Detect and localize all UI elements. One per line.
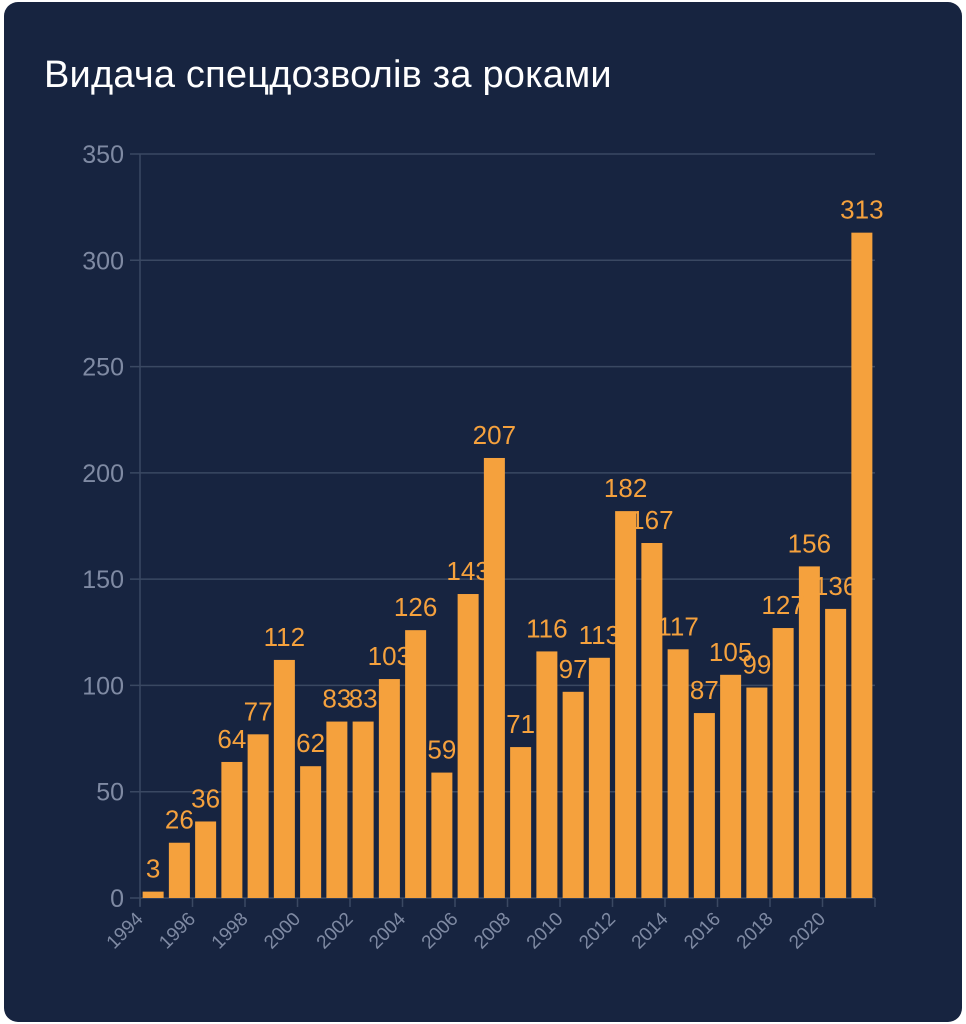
bar bbox=[720, 674, 742, 898]
data-label: 99 bbox=[742, 650, 771, 680]
data-label: 97 bbox=[559, 654, 588, 684]
bar bbox=[352, 721, 374, 898]
bar bbox=[273, 659, 295, 898]
data-label: 143 bbox=[446, 556, 489, 586]
y-tick-label: 250 bbox=[82, 354, 124, 382]
bar bbox=[221, 761, 243, 898]
x-tick-label: 2020 bbox=[785, 909, 830, 954]
bar-layer bbox=[142, 232, 873, 898]
data-label: 127 bbox=[761, 590, 804, 620]
y-tick-label: 50 bbox=[96, 779, 124, 807]
x-tick-label: 2000 bbox=[260, 909, 305, 954]
data-label: 126 bbox=[394, 592, 437, 622]
y-tick-label: 300 bbox=[82, 247, 124, 275]
bar bbox=[562, 691, 584, 898]
data-label: 207 bbox=[473, 420, 516, 450]
bar bbox=[300, 766, 322, 898]
x-tick-label: 1994 bbox=[103, 908, 148, 953]
bar bbox=[825, 608, 847, 898]
bar bbox=[326, 721, 348, 898]
bar bbox=[142, 891, 164, 898]
y-tick-label: 100 bbox=[82, 672, 124, 700]
bar bbox=[168, 842, 190, 898]
x-tick-label: 2008 bbox=[470, 909, 515, 954]
bar bbox=[195, 821, 217, 898]
data-label: 26 bbox=[165, 805, 194, 835]
bar bbox=[510, 747, 532, 898]
data-label: 71 bbox=[506, 709, 535, 739]
x-tick-label: 1996 bbox=[155, 909, 200, 954]
x-tick-label: 2010 bbox=[523, 909, 568, 954]
data-label: 182 bbox=[604, 473, 647, 503]
data-label: 113 bbox=[579, 620, 620, 650]
bar bbox=[247, 734, 269, 898]
data-label: 59 bbox=[427, 735, 456, 765]
data-label: 62 bbox=[296, 728, 325, 758]
bar bbox=[378, 679, 400, 898]
x-tick-label: 2012 bbox=[575, 909, 620, 954]
data-label: 103 bbox=[368, 641, 411, 671]
bar bbox=[431, 772, 453, 898]
bar bbox=[615, 511, 637, 898]
chart-card: Видача спецдозволів за роками 0 50 100 150 2… bbox=[4, 2, 962, 1022]
bar bbox=[667, 649, 689, 898]
x-tick-label: 1998 bbox=[208, 909, 253, 954]
data-label: 117 bbox=[657, 611, 698, 641]
data-label: 313 bbox=[840, 195, 883, 225]
data-label: 83 bbox=[322, 684, 351, 714]
x-tick-label: 2016 bbox=[680, 909, 725, 954]
bar bbox=[588, 657, 610, 898]
bar bbox=[693, 713, 715, 898]
x-tick-label: 2014 bbox=[628, 908, 673, 953]
bar bbox=[851, 232, 873, 898]
bar bbox=[483, 457, 505, 898]
data-label: 77 bbox=[244, 696, 273, 726]
data-label: 3 bbox=[146, 854, 160, 884]
x-tick-label: 2006 bbox=[418, 909, 463, 954]
chart-title: Видача спецдозволів за роками bbox=[44, 54, 612, 96]
bar bbox=[746, 687, 768, 898]
data-label: 116 bbox=[526, 613, 567, 643]
bar bbox=[798, 566, 820, 898]
data-label: 105 bbox=[709, 637, 752, 667]
y-tick-label: 0 bbox=[110, 885, 124, 913]
data-label: 167 bbox=[630, 505, 673, 535]
x-tick-label: 2018 bbox=[733, 909, 778, 954]
bar bbox=[457, 594, 479, 898]
bar bbox=[772, 628, 794, 898]
bar bbox=[405, 630, 427, 898]
bar bbox=[641, 543, 663, 898]
y-tick-label: 350 bbox=[82, 141, 124, 169]
data-label: 87 bbox=[690, 675, 719, 705]
data-label: 112 bbox=[264, 622, 305, 652]
y-tick-label: 150 bbox=[82, 566, 124, 594]
x-tick-label: 2002 bbox=[313, 909, 358, 954]
bar bbox=[536, 651, 558, 898]
x-tick-label: 2004 bbox=[365, 908, 410, 953]
data-label: 136 bbox=[814, 571, 857, 601]
data-label: 156 bbox=[788, 528, 831, 558]
data-label: 83 bbox=[349, 684, 378, 714]
data-label: 36 bbox=[191, 783, 220, 813]
y-tick-label: 200 bbox=[82, 460, 124, 488]
data-label: 64 bbox=[217, 724, 246, 754]
